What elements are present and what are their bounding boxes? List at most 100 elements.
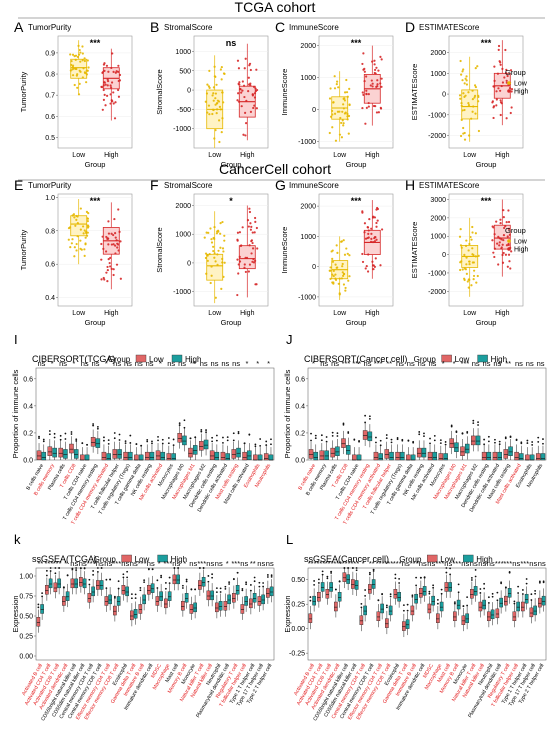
outlier-point (96, 571, 99, 573)
jitter-point (334, 277, 337, 280)
jitter-point (106, 268, 109, 272)
jitter-point (79, 239, 82, 242)
jitter-point (329, 266, 332, 269)
significance-label: ns (529, 559, 537, 568)
jitter-point (492, 251, 495, 254)
outlier-point (542, 442, 544, 445)
jitter-point (102, 84, 105, 87)
panel-letter: C (275, 19, 285, 35)
outlier-point (415, 576, 418, 579)
outlier-point (504, 436, 507, 439)
box-body (352, 454, 357, 461)
jitter-point (219, 222, 222, 225)
legend-title: Group (414, 355, 437, 364)
y-tick-label: 0.8 (45, 228, 55, 235)
box-body (236, 447, 241, 458)
outlier-point (500, 581, 503, 584)
jitter-point (338, 293, 341, 296)
y-tick-label: 0 (187, 260, 191, 267)
jitter-point (219, 246, 222, 249)
jitter-point (502, 209, 505, 212)
x-axis-label: Group (346, 160, 367, 169)
jitter-point (474, 112, 477, 115)
jitter-point (78, 82, 81, 85)
jitter-point (223, 261, 226, 264)
outlier-point (181, 587, 184, 589)
jitter-point (377, 69, 380, 72)
outlier-point (385, 604, 388, 607)
outlier-point (310, 439, 312, 442)
significance-label: ns (147, 559, 155, 568)
outlier-point (270, 574, 273, 577)
outlier-point (117, 587, 120, 590)
outlier-point (436, 602, 439, 605)
jitter-point (117, 70, 120, 73)
jitter-point (208, 69, 211, 72)
panel-letter: L (286, 532, 293, 547)
box-body (519, 453, 524, 461)
legend-swatch (477, 354, 488, 363)
significance-label: ** (250, 559, 256, 568)
jitter-point (331, 257, 334, 260)
outlier-point (265, 444, 268, 446)
jitter-point (213, 65, 216, 68)
jitter-point (492, 106, 495, 109)
outlier-point (228, 581, 231, 584)
box-body (388, 605, 393, 616)
jitter-point (87, 225, 90, 228)
panel-title: ssGSEA(TCGA) (32, 554, 97, 564)
jitter-point (237, 263, 240, 266)
jitter-point (244, 134, 247, 137)
jitter-point (362, 52, 365, 55)
legend-title: Group (505, 226, 526, 235)
jitter-point (333, 75, 336, 78)
outlier-point (530, 599, 533, 601)
jitter-point (100, 278, 103, 281)
box-body (385, 618, 389, 628)
outlier-point (236, 571, 239, 574)
outlier-point (313, 584, 316, 586)
box-body (206, 590, 211, 601)
outlier-point (444, 443, 447, 446)
y-tick-label: 1000 (430, 71, 446, 78)
jitter-point (248, 207, 251, 210)
jitter-point (84, 236, 87, 239)
significance-label: *** (44, 559, 53, 568)
jitter-point (81, 225, 85, 228)
legend-title: Group (108, 355, 131, 364)
panel-title: ESTIMATEScore (419, 23, 480, 32)
significance-label: * (51, 359, 54, 368)
jitter-point (86, 219, 89, 223)
jitter-point (501, 67, 504, 70)
box-body (465, 613, 469, 623)
jitter-point (509, 69, 513, 72)
significance-label: *** (112, 559, 121, 568)
outlier-point (491, 595, 494, 598)
outlier-point (504, 586, 507, 589)
outlier-point (81, 442, 84, 444)
outlier-point (183, 419, 186, 422)
outlier-point (377, 599, 380, 602)
y-tick-label: 0.6 (295, 376, 305, 383)
jitter-point (336, 251, 339, 254)
outlier-point (42, 438, 45, 441)
outlier-point (342, 423, 345, 426)
outlier-point (326, 577, 329, 580)
jitter-point (253, 104, 256, 107)
jitter-point (372, 264, 375, 267)
box-body (473, 586, 478, 596)
jitter-point (505, 72, 508, 75)
box-body (529, 454, 535, 461)
box-body (524, 593, 529, 604)
jitter-point (361, 91, 364, 94)
y-tick-label: 500 (179, 68, 191, 75)
jitter-point (106, 265, 109, 269)
outlier-point (515, 439, 518, 442)
jitter-point (79, 207, 82, 210)
jitter-point (338, 133, 342, 136)
box-body (249, 598, 253, 609)
box-body (470, 589, 474, 599)
box-body (167, 591, 172, 601)
outlier-point (313, 580, 316, 582)
